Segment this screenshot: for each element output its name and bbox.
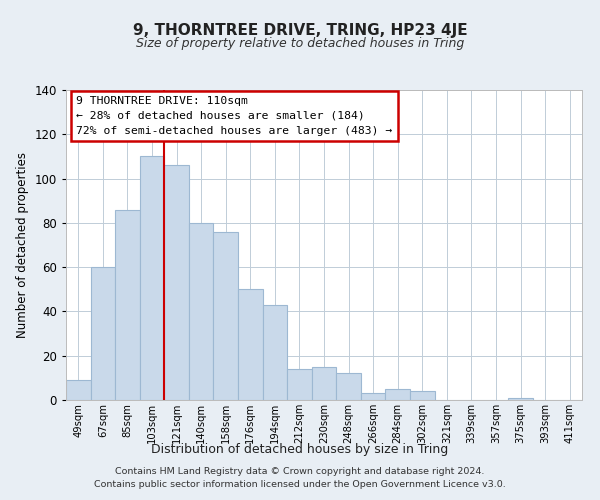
Bar xyxy=(189,223,214,400)
Bar xyxy=(238,290,263,400)
Bar xyxy=(263,305,287,400)
Y-axis label: Number of detached properties: Number of detached properties xyxy=(16,152,29,338)
Bar xyxy=(115,210,140,400)
Text: Distribution of detached houses by size in Tring: Distribution of detached houses by size … xyxy=(151,442,449,456)
Text: Size of property relative to detached houses in Tring: Size of property relative to detached ho… xyxy=(136,38,464,51)
Bar xyxy=(410,391,434,400)
Bar xyxy=(91,267,115,400)
Bar xyxy=(312,367,336,400)
Bar xyxy=(214,232,238,400)
Bar xyxy=(164,166,189,400)
Text: 9, THORNTREE DRIVE, TRING, HP23 4JE: 9, THORNTREE DRIVE, TRING, HP23 4JE xyxy=(133,22,467,38)
Bar xyxy=(336,374,361,400)
Bar xyxy=(66,380,91,400)
Bar xyxy=(385,389,410,400)
Text: Contains HM Land Registry data © Crown copyright and database right 2024.: Contains HM Land Registry data © Crown c… xyxy=(115,468,485,476)
Text: 9 THORNTREE DRIVE: 110sqm
← 28% of detached houses are smaller (184)
72% of semi: 9 THORNTREE DRIVE: 110sqm ← 28% of detac… xyxy=(76,96,392,136)
Text: Contains public sector information licensed under the Open Government Licence v3: Contains public sector information licen… xyxy=(94,480,506,489)
Bar xyxy=(287,369,312,400)
Bar xyxy=(361,394,385,400)
Bar xyxy=(508,398,533,400)
Bar xyxy=(140,156,164,400)
